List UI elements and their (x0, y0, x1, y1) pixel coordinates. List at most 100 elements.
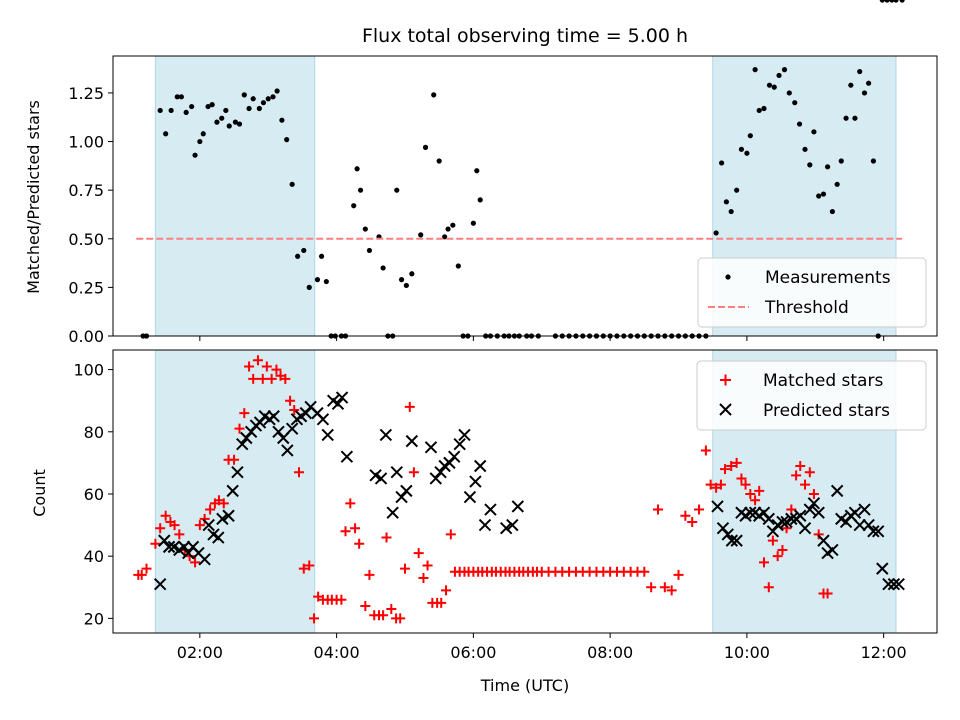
measurement-point (442, 234, 448, 240)
measurement-point (807, 162, 813, 168)
top-y-axis-label: Matched/Predicted stars (24, 100, 43, 294)
measurement-point (418, 232, 424, 238)
matched-stars-point (360, 600, 371, 611)
x-tick-label: 04:00 (314, 643, 360, 662)
predicted-stars-point (484, 503, 497, 516)
measurement-point (284, 137, 290, 143)
measurement-point (366, 247, 373, 254)
matched-stars-point (252, 355, 263, 366)
measurement-point (734, 187, 740, 193)
measurement-point (889, 0, 895, 3)
measurement-point (301, 247, 307, 254)
measurement-point (354, 166, 360, 172)
measurement-point (270, 94, 276, 100)
predicted-stars-point (272, 425, 285, 438)
predicted-stars-point (887, 577, 901, 591)
matched-stars-point (285, 395, 296, 406)
predicted-stars-point (463, 490, 477, 504)
matched-stars-point (767, 535, 778, 546)
measurement-point (205, 103, 211, 110)
predicted-stars-point (892, 577, 905, 591)
predicted-stars-point (231, 466, 244, 479)
predicted-stars-point (182, 546, 195, 560)
measurement-point (477, 197, 483, 203)
predicted-stars-point (335, 391, 349, 404)
matched-stars-point (813, 529, 824, 540)
measurement-point (870, 158, 877, 164)
shaded-interval (155, 350, 315, 633)
measurement-point (157, 107, 163, 114)
matched-stars-point (720, 464, 731, 475)
matched-stars-point (646, 582, 657, 593)
measurement-point (781, 67, 788, 73)
predicted-stars-point (216, 512, 229, 526)
matched-stars-point (218, 498, 229, 509)
y-tick-label: 80 (84, 423, 104, 442)
matched-stars-point (257, 373, 268, 384)
matched-stars-point (822, 588, 833, 599)
measurement-point (163, 131, 169, 137)
measurement-point (450, 222, 456, 228)
top-legend: Measurements Threshold (697, 257, 927, 328)
predicted-stars-point (803, 503, 817, 516)
predicted-stars-point (812, 506, 825, 519)
measurement-point (232, 119, 239, 125)
predicted-stars-point (443, 456, 456, 470)
y-tick-label: 60 (84, 485, 104, 504)
matched-stars-point (754, 485, 765, 496)
matched-stars-point (136, 569, 147, 580)
measurement-point (761, 105, 767, 112)
x-tick-label: 12:00 (861, 643, 907, 662)
matched-stars-point (266, 373, 277, 384)
matched-stars-point (190, 557, 201, 568)
matched-stars-point (381, 532, 392, 543)
matched-stars-point (160, 510, 171, 521)
measurement-point (824, 164, 831, 170)
predicted-stars-point (400, 484, 413, 498)
matched-stars-point (659, 582, 670, 593)
measurement-point (756, 107, 762, 114)
predicted-stars-point (830, 484, 844, 498)
measurement-point (323, 278, 329, 285)
matched-stars-point (750, 495, 761, 506)
measurement-point (403, 282, 409, 289)
matched-stars-point (150, 538, 161, 549)
measurement-point (811, 129, 817, 135)
matched-stars-point (694, 504, 705, 515)
predicted-stars-point (424, 441, 438, 454)
measurement-point (786, 90, 792, 96)
predicted-stars-point (858, 503, 871, 516)
measurement-point (744, 150, 750, 156)
matched-stars-point (354, 538, 365, 549)
y-tick-label: 0.50 (68, 230, 104, 249)
measurement-point (866, 80, 872, 86)
predicted-stars-point (253, 416, 267, 429)
predicted-stars-point (267, 410, 280, 423)
measurement-point (747, 133, 753, 139)
measurement-point (351, 203, 357, 209)
matched-stars-point (229, 454, 240, 465)
matched-stars-point (340, 526, 351, 537)
measurement-point (236, 121, 243, 127)
measurement-point (445, 226, 451, 232)
y-tick-label: 0.75 (68, 181, 104, 200)
predicted-stars-point (226, 484, 239, 498)
predicted-stars-point (757, 506, 771, 519)
matched-stars-point (639, 566, 650, 577)
legend-predicted-marker (719, 403, 732, 416)
matched-stars-point (280, 373, 291, 384)
matched-stars-point (404, 401, 415, 412)
matched-stars-point (239, 408, 250, 419)
matched-stars-point (234, 423, 245, 434)
predicted-stars-point (158, 534, 171, 547)
predicted-stars-point (236, 438, 249, 451)
measurement-point (792, 100, 798, 106)
matched-stars-point (304, 560, 315, 571)
measurement-point (861, 90, 868, 96)
x-tick-label: 10:00 (724, 643, 770, 662)
predicted-stars-point (321, 428, 334, 442)
y-tick-label: 20 (84, 609, 104, 628)
predicted-stars-point (448, 450, 461, 463)
measurement-point (728, 208, 734, 215)
y-tick-label: 0.00 (68, 327, 104, 346)
